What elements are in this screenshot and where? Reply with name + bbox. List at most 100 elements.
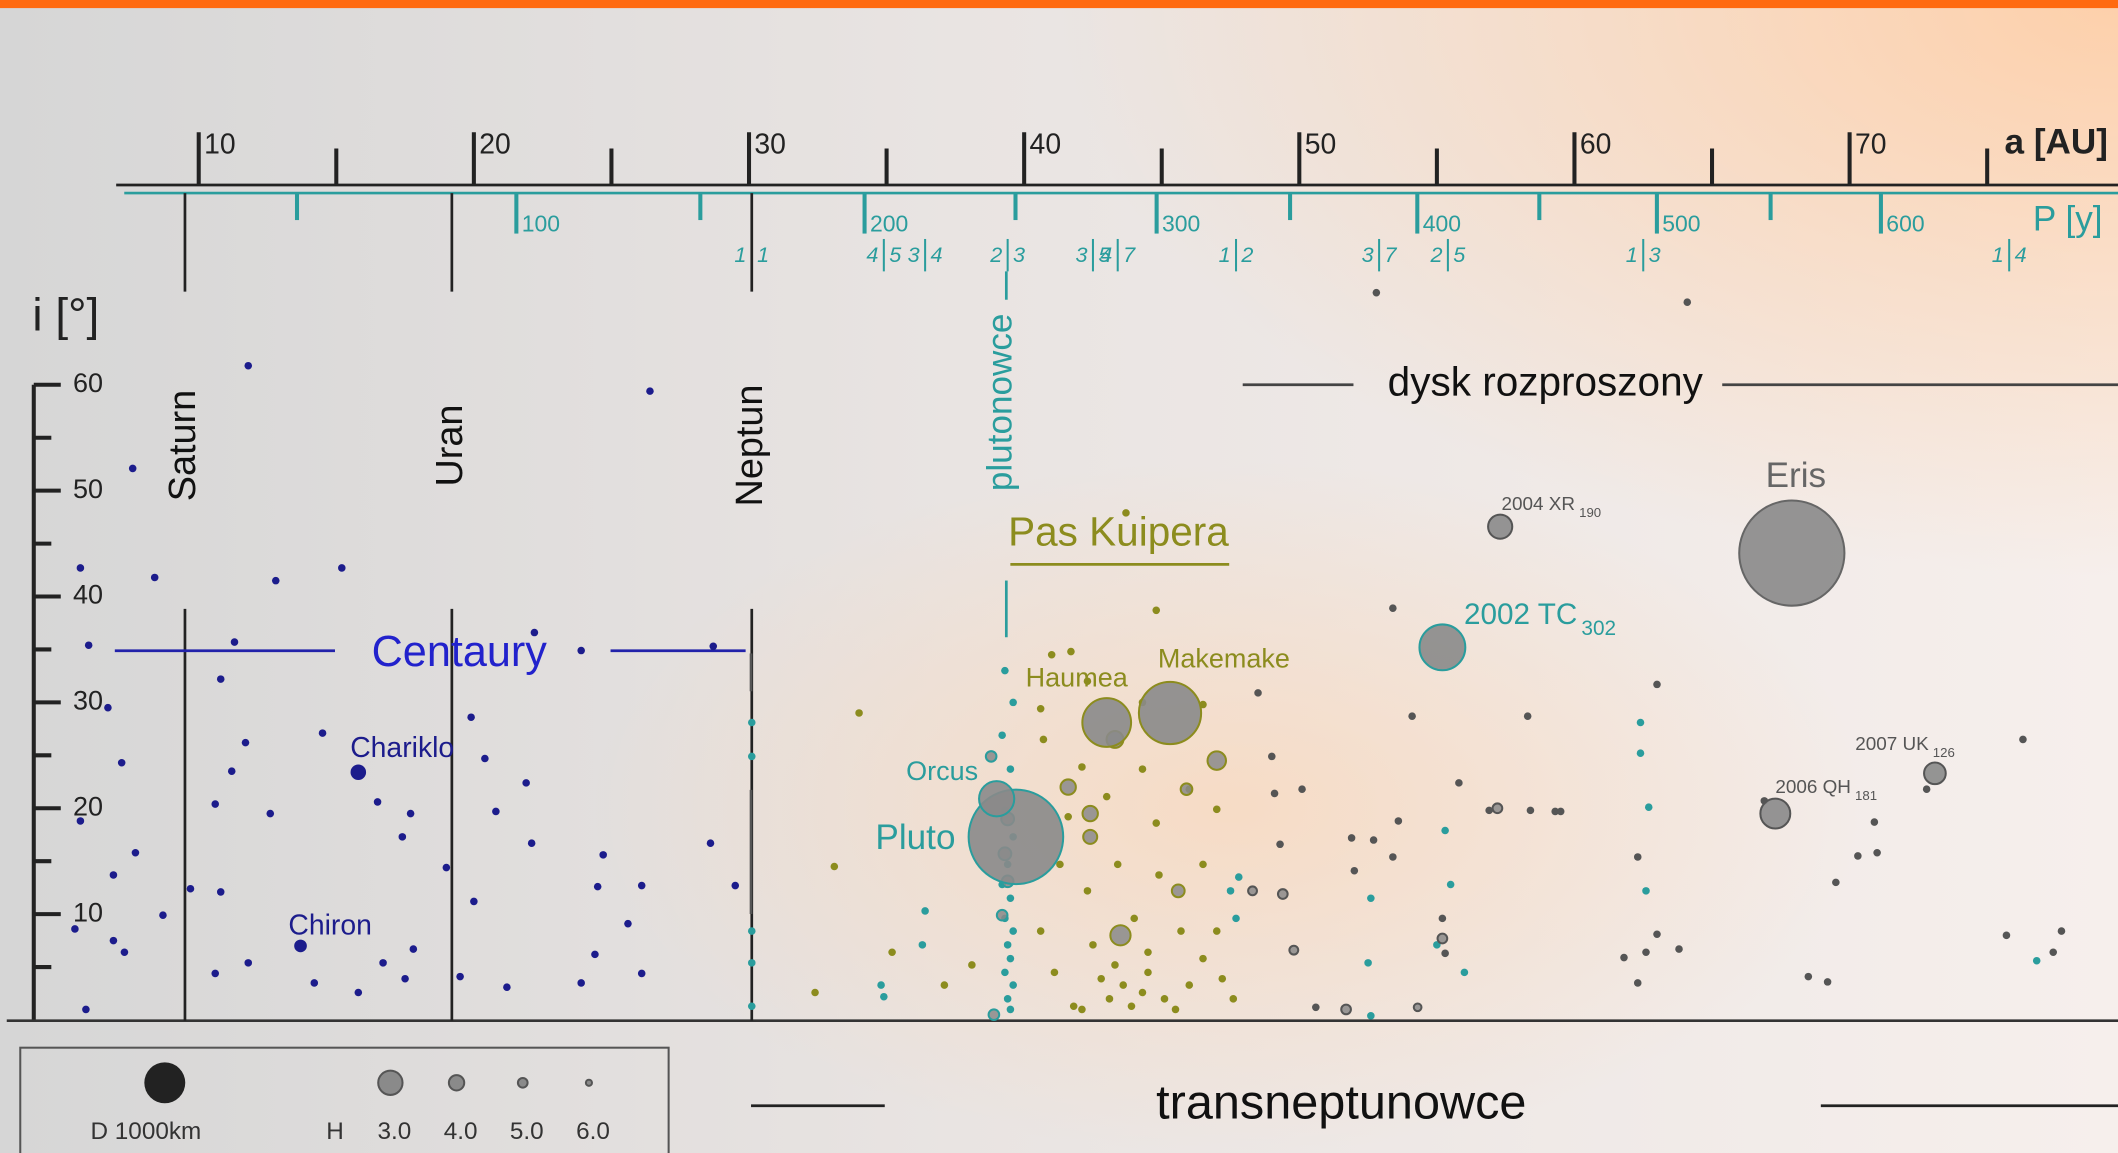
point [1103,793,1111,801]
p-tick-label: 500 [1662,211,1700,237]
point [1923,785,1931,793]
point [1389,604,1397,612]
object [1082,698,1131,747]
legend-h-marker [518,1078,528,1088]
point [456,973,464,981]
point [1298,785,1306,793]
object-label: 2002 TC [1464,598,1577,631]
point [1637,749,1645,757]
resonance-n: 4 [1100,242,1112,267]
point [82,1006,90,1014]
point [1364,959,1372,967]
point [1037,705,1045,713]
point [591,951,599,959]
object-label-sub: 126 [1933,745,1955,760]
point [1007,1006,1015,1014]
y-tick-label: 20 [73,791,103,821]
point [104,704,112,712]
p-tick-label: 300 [1162,211,1200,237]
point [1089,941,1097,949]
point [1447,881,1455,889]
resonance-n: 1 [1992,242,2004,267]
resonance-n: 2 [989,242,1002,267]
y-tick-label: 40 [73,580,103,610]
point [599,851,607,859]
point [1235,873,1243,881]
point [1051,969,1059,977]
point [1461,969,1469,977]
x-tick-label: 70 [1855,128,1887,160]
planet-label: Neptun [729,385,771,507]
point [1227,887,1235,895]
object [979,781,1014,816]
page: {"chart_data":{ "type":"scatter", "xlabe… [0,0,2118,1153]
point [921,907,929,915]
point [129,465,137,473]
point [217,675,225,683]
point [531,629,539,637]
point [748,753,756,761]
legend-h-label: 4.0 [444,1118,478,1145]
point [2049,948,2057,956]
point [1441,827,1449,835]
resonance-m: 5 [889,242,902,267]
point [159,911,167,919]
point [407,810,415,818]
point [1832,879,1840,887]
point [231,638,239,646]
object-label: Makemake [1158,643,1290,673]
point [244,959,252,967]
point [1048,651,1056,659]
object-label-sub: 181 [1855,788,1877,803]
point [121,948,129,956]
point [1119,981,1127,989]
point [338,564,346,572]
point [1873,849,1881,857]
object [1139,682,1201,744]
point [1001,969,1009,977]
resonance-m: 7 [1123,242,1136,267]
point [1213,927,1221,935]
point [1114,861,1122,869]
point [1181,783,1193,795]
p-tick-label: 600 [1886,211,1924,237]
legend-h-marker [378,1071,402,1095]
point [1185,981,1193,989]
point [71,925,79,933]
point [77,817,85,825]
point [319,729,327,737]
point [151,574,159,582]
resonance-m: 4 [2015,242,2027,267]
point [748,1002,756,1010]
point [709,643,717,651]
point [1395,817,1403,825]
point [272,577,280,585]
point [1370,836,1378,844]
resonance-n: 1 [1219,242,1231,267]
point [1455,779,1463,787]
point [187,885,195,893]
point [638,882,646,890]
resonance-n: 3 [1362,242,1374,267]
point [1389,853,1397,861]
legend-h-marker [449,1075,464,1090]
point [1144,969,1152,977]
point [1078,763,1086,771]
x-tick-label: 30 [754,128,786,160]
x-tick-label: 10 [204,128,236,160]
resonance-n: 1 [734,242,746,267]
point [989,1009,1000,1020]
point [1040,736,1048,744]
object [1488,515,1512,539]
point [594,883,602,891]
point [522,779,530,787]
object [1760,799,1790,829]
point [1408,712,1416,720]
y-tick-label: 30 [73,686,103,716]
point [470,898,478,906]
point [1007,894,1015,902]
point [1493,803,1503,813]
point [1414,1003,1422,1011]
region-label: Pas Kuipera [1008,508,1229,554]
point [1004,941,1012,949]
